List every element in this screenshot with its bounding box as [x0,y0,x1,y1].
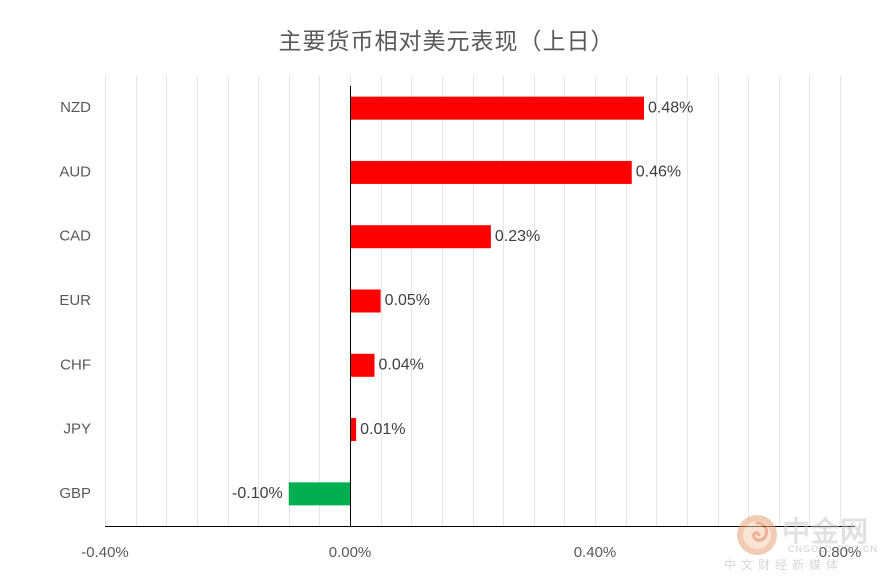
axes [105,86,855,527]
x-tick-label: 0.40% [574,544,617,561]
data-label-chf: 0.04% [379,357,424,374]
category-label-eur: EUR [59,292,91,309]
x-tick-label: 0.80% [819,544,862,561]
x-tick-label: -0.40% [81,544,129,561]
bar-nzd [350,96,644,120]
gridlines [105,76,841,526]
x-tick-label: 0.00% [329,544,372,561]
data-label-nzd: 0.48% [648,99,693,116]
category-label-chf: CHF [60,356,91,373]
data-label-aud: 0.46% [636,164,681,181]
data-label-jpy: 0.01% [360,421,405,438]
bar-eur [350,289,381,313]
bar-chf [350,353,375,377]
data-label-eur: 0.05% [385,292,430,309]
labels: NZD 0.48% AUD 0.46% CAD 0.23% EUR 0.05% CHF 0.04%… [59,99,861,561]
data-label-cad: 0.23% [495,228,540,245]
bars [288,96,644,506]
data-label-gbp: -0.10% [232,485,283,502]
chart-title: 主要货币相对美元表现（上日） [278,29,615,55]
category-label-nzd: NZD [60,99,91,116]
category-label-jpy: JPY [63,421,91,438]
bar-aud [350,160,632,184]
category-label-cad: CAD [59,228,91,245]
bar-cad [350,225,491,249]
bar-gbp [288,482,350,506]
bar-jpy [350,418,357,442]
category-label-gbp: GBP [59,485,91,502]
category-label-aud: AUD [59,163,91,180]
